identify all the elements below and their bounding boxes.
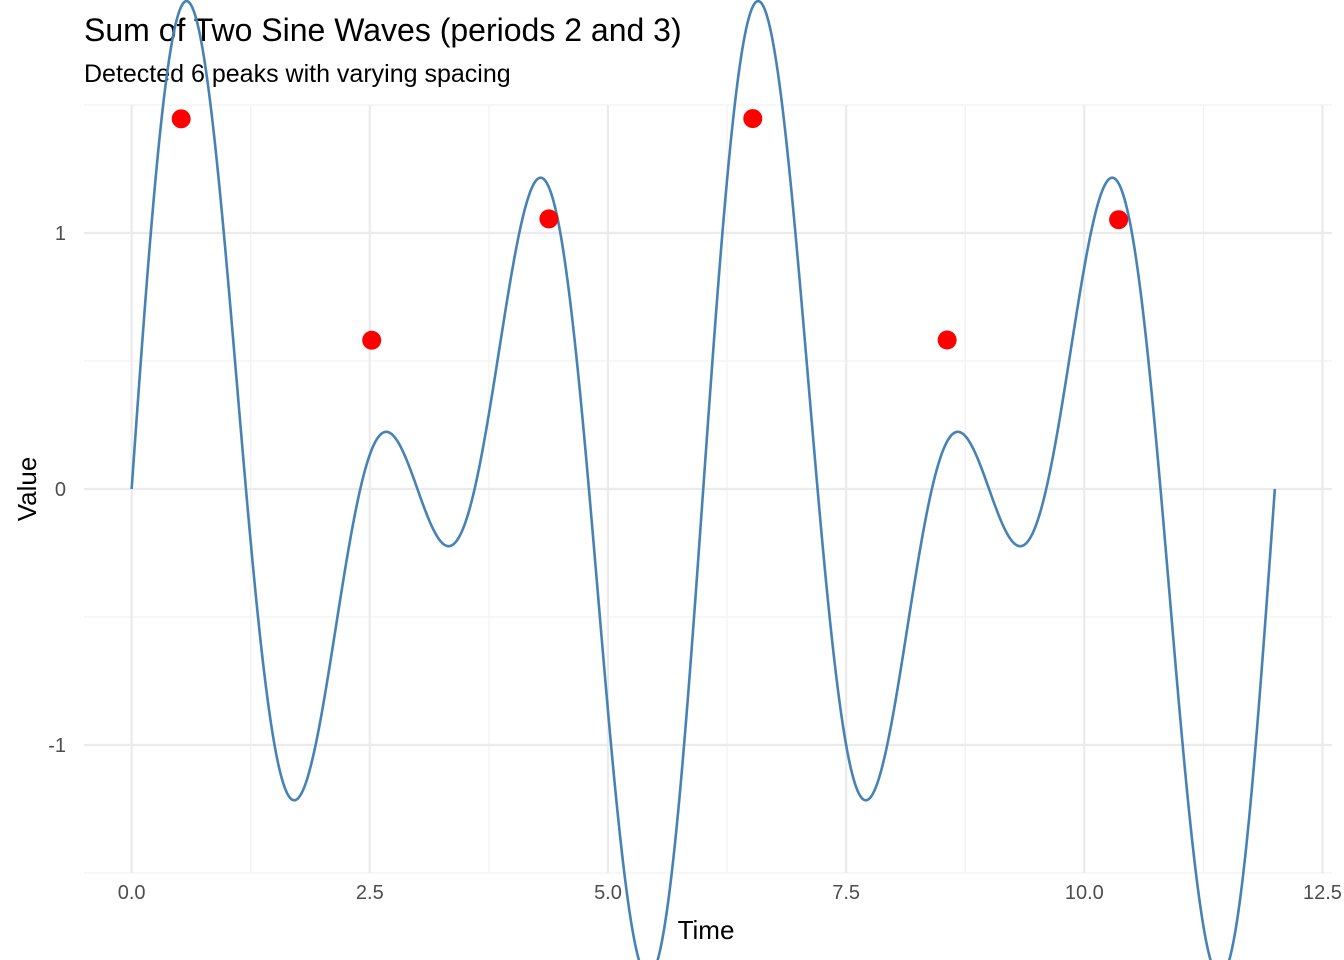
x-axis-title: Time <box>678 915 735 945</box>
peak-point <box>743 109 763 129</box>
y-axis-title: Value <box>12 457 42 522</box>
peak-point <box>362 330 382 350</box>
chart-subtitle: Detected 6 peaks with varying spacing <box>84 60 511 88</box>
peak-point <box>1109 210 1129 230</box>
grid <box>84 104 1332 874</box>
y-tick-label: -1 <box>48 735 66 757</box>
x-tick-label: 12.5 <box>1303 882 1342 904</box>
series-lines <box>130 0 1277 960</box>
y-tick-label: 1 <box>55 223 66 245</box>
peak-point <box>539 209 559 229</box>
signal-line <box>130 0 1277 960</box>
peak-point <box>937 330 957 350</box>
x-tick-label: 5.0 <box>594 882 622 904</box>
x-tick-label: 2.5 <box>356 882 384 904</box>
y-tick-label: 0 <box>55 479 66 501</box>
chart-title: Sum of Two Sine Waves (periods 2 and 3) <box>84 12 682 48</box>
peak-point <box>171 109 191 129</box>
peak-points <box>171 109 1129 350</box>
x-tick-label: 0.0 <box>118 882 146 904</box>
tick-labels: 0.0 2.5 5.0 7.5 10.0 12.5 -1 0 1 <box>48 223 1342 904</box>
x-tick-label: 10.0 <box>1065 882 1104 904</box>
x-tick-label: 7.5 <box>832 882 860 904</box>
